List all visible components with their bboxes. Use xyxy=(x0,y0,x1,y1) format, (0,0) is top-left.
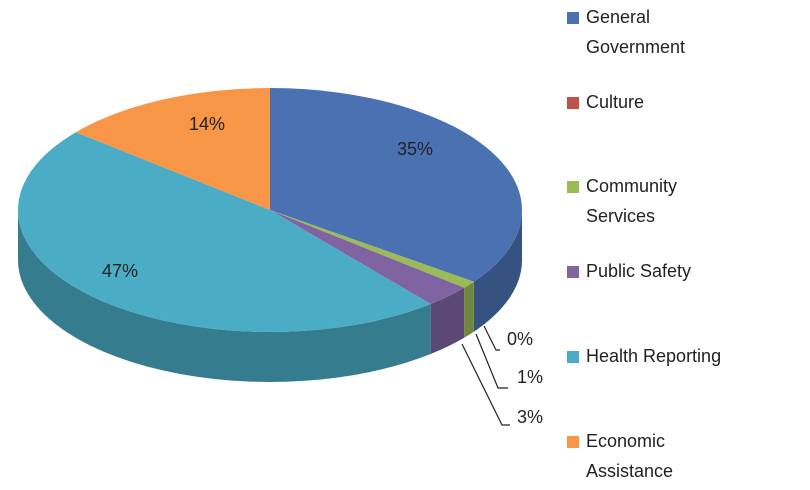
pie-slice xyxy=(270,210,474,288)
legend-swatch xyxy=(567,97,579,109)
data-label: 0% xyxy=(507,329,533,349)
legend-label: Culture xyxy=(586,92,644,112)
legend: General Government Culture Community Service… xyxy=(567,7,721,481)
pie xyxy=(17,88,522,383)
pie-side xyxy=(473,210,522,332)
pie-slice xyxy=(75,88,271,210)
pie-side xyxy=(430,287,465,355)
legend-swatch xyxy=(567,181,579,193)
legend-swatch xyxy=(567,351,579,363)
data-labels: 35% 0% 1% 3% 47% 14% xyxy=(102,114,543,427)
data-label: 47% xyxy=(102,261,138,281)
leader-line xyxy=(461,343,510,426)
pie-slice xyxy=(270,88,522,282)
data-label: 1% xyxy=(517,367,543,387)
legend-label: Economic Assistance xyxy=(586,431,673,481)
legend-label: Community Services xyxy=(586,176,677,226)
legend-label: Health Reporting xyxy=(586,346,721,366)
leader-line xyxy=(483,325,500,351)
data-label: 14% xyxy=(189,114,225,134)
data-label: 3% xyxy=(517,407,543,427)
pie-slice xyxy=(17,132,431,333)
pie-slice xyxy=(270,210,465,305)
legend-swatch xyxy=(567,436,579,448)
leader-line xyxy=(475,333,508,389)
legend-label: General Government xyxy=(586,7,685,57)
data-label: 35% xyxy=(397,139,433,159)
pie-side xyxy=(464,281,474,338)
legend-swatch xyxy=(567,266,579,278)
pie-side xyxy=(18,210,431,383)
legend-swatch xyxy=(567,12,579,24)
legend-label: Public Safety xyxy=(586,261,691,281)
